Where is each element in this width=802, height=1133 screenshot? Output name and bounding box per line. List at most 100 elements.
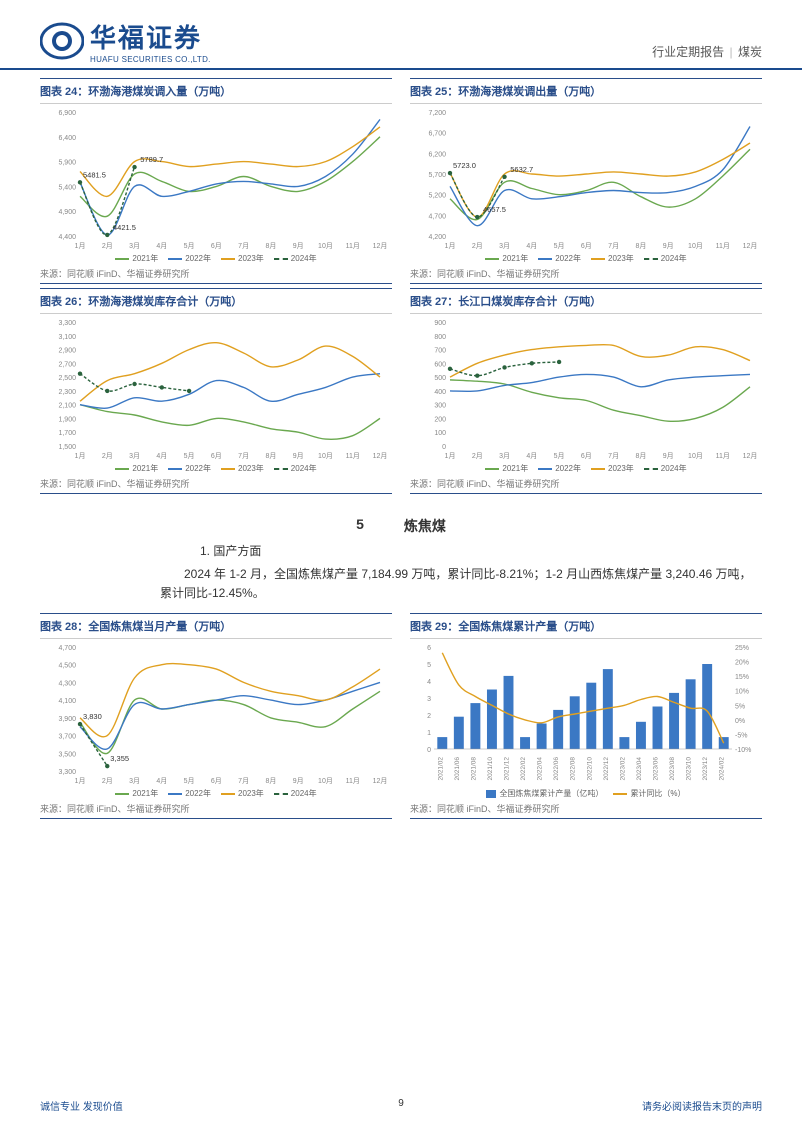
svg-text:1月: 1月	[445, 452, 456, 460]
svg-text:12月: 12月	[373, 452, 388, 460]
svg-text:1,900: 1,900	[58, 416, 76, 423]
svg-text:600: 600	[434, 361, 446, 368]
svg-text:6月: 6月	[211, 242, 222, 250]
svg-text:10月: 10月	[318, 777, 333, 785]
svg-text:6,400: 6,400	[58, 135, 76, 142]
svg-text:8月: 8月	[265, 777, 276, 785]
page-footer: 诚信专业 发现价值 9 请务必阅读报告末页的声明	[40, 1098, 762, 1113]
chart-25-title: 图表 25：环渤海港煤炭调出量（万吨）	[410, 78, 762, 104]
footer-left: 诚信专业 发现价值	[40, 1098, 123, 1113]
svg-text:11月: 11月	[346, 777, 360, 785]
svg-text:7月: 7月	[238, 452, 249, 460]
chart-26-svg: 1,5001,7001,9002,1002,3002,5002,7002,900…	[40, 314, 392, 464]
svg-text:5,400: 5,400	[58, 184, 76, 191]
svg-text:6月: 6月	[581, 452, 592, 460]
chart-29: 图表 29：全国炼焦煤累计产量（万吨） 0123456-10%-5%0%5%10…	[410, 613, 762, 819]
svg-text:2,700: 2,700	[58, 361, 76, 368]
svg-text:4,700: 4,700	[58, 645, 76, 652]
svg-text:2023/08: 2023/08	[669, 757, 676, 781]
chart-28-title: 图表 28：全国炼焦煤当月产量（万吨）	[40, 613, 392, 639]
svg-text:5月: 5月	[554, 452, 565, 460]
svg-text:11月: 11月	[716, 242, 730, 250]
svg-text:2024/02: 2024/02	[719, 757, 726, 781]
svg-text:4,500: 4,500	[58, 663, 76, 670]
svg-text:6月: 6月	[581, 242, 592, 250]
svg-text:5,900: 5,900	[58, 160, 76, 167]
chart-29-source: 来源：同花顺 iFinD、华福证券研究所	[410, 799, 762, 819]
svg-text:800: 800	[434, 334, 446, 341]
svg-text:3,355: 3,355	[110, 755, 129, 764]
svg-text:0: 0	[427, 747, 431, 754]
svg-text:11月: 11月	[716, 452, 730, 460]
chart-26-source: 来源：同花顺 iFinD、华福证券研究所	[40, 474, 392, 494]
report-type: 行业定期报告	[652, 45, 724, 59]
chart-29-svg: 0123456-10%-5%0%5%10%15%20%25%2021/02202…	[410, 639, 762, 789]
svg-text:5,200: 5,200	[428, 193, 446, 200]
svg-text:7月: 7月	[238, 242, 249, 250]
svg-text:10月: 10月	[318, 452, 333, 460]
chart-24-svg: 4,4004,9005,4005,9006,4006,9001月2月3月4月5月…	[40, 104, 392, 254]
svg-text:4月: 4月	[156, 242, 167, 250]
svg-text:2021/08: 2021/08	[470, 757, 477, 781]
svg-text:5,700: 5,700	[428, 172, 446, 179]
chart-27-svg: 01002003004005006007008009001月2月3月4月5月6月…	[410, 314, 762, 464]
svg-text:2,900: 2,900	[58, 348, 76, 355]
chart-25: 图表 25：环渤海港煤炭调出量（万吨） 4,2004,7005,2005,700…	[410, 78, 762, 284]
svg-text:11月: 11月	[346, 452, 360, 460]
chart-24-title: 图表 24：环渤海港煤炭调入量（万吨）	[40, 78, 392, 104]
svg-text:1月: 1月	[445, 242, 456, 250]
svg-text:3月: 3月	[129, 452, 140, 460]
svg-text:2023/02: 2023/02	[619, 757, 626, 781]
svg-text:700: 700	[434, 348, 446, 355]
company-name-cn: 华福证券	[90, 18, 211, 55]
svg-text:3,500: 3,500	[58, 752, 76, 759]
svg-text:1,500: 1,500	[58, 444, 76, 451]
chart-24-legend: 2021年2022年2023年2024年	[40, 253, 392, 264]
svg-text:20%: 20%	[735, 660, 749, 667]
svg-text:2月: 2月	[472, 242, 483, 250]
svg-text:11月: 11月	[346, 242, 360, 250]
svg-text:4,100: 4,100	[58, 699, 76, 706]
svg-text:6: 6	[427, 645, 431, 652]
company-name-en: HUAFU SECURITIES CO.,LTD.	[90, 55, 211, 64]
svg-text:25%: 25%	[735, 645, 749, 652]
svg-text:2023/04: 2023/04	[636, 757, 643, 781]
chart-25-svg: 4,2004,7005,2005,7006,2006,7007,2001月2月3…	[410, 104, 762, 254]
svg-text:2月: 2月	[102, 777, 113, 785]
svg-text:7月: 7月	[608, 452, 619, 460]
section-5-heading: 5 炼焦煤	[40, 516, 762, 536]
svg-text:2023/12: 2023/12	[702, 757, 709, 781]
svg-text:3,700: 3,700	[58, 734, 76, 741]
svg-text:9月: 9月	[663, 452, 674, 460]
page-number: 9	[398, 1098, 404, 1109]
svg-text:10%: 10%	[735, 689, 749, 696]
sector-label: 煤炭	[738, 45, 762, 59]
svg-text:500: 500	[434, 375, 446, 382]
section-number: 5	[356, 516, 364, 536]
svg-text:3月: 3月	[129, 242, 140, 250]
svg-text:3月: 3月	[499, 452, 510, 460]
chart-28-legend: 2021年2022年2023年2024年	[40, 788, 392, 799]
svg-text:2022/10: 2022/10	[586, 757, 593, 781]
svg-text:1月: 1月	[75, 452, 86, 460]
svg-text:8月: 8月	[265, 242, 276, 250]
svg-text:2022/08: 2022/08	[570, 757, 577, 781]
svg-text:2月: 2月	[472, 452, 483, 460]
svg-text:-10%: -10%	[735, 747, 751, 754]
svg-text:3,300: 3,300	[58, 769, 76, 776]
footer-right: 请务必阅读报告末页的声明	[642, 1098, 762, 1113]
svg-text:5632.7: 5632.7	[510, 165, 533, 174]
svg-text:900: 900	[434, 320, 446, 327]
svg-text:4,300: 4,300	[58, 681, 76, 688]
svg-text:0%: 0%	[735, 718, 745, 725]
svg-text:4月: 4月	[156, 777, 167, 785]
chart-25-source: 来源：同花顺 iFinD、华福证券研究所	[410, 264, 762, 284]
section-title: 炼焦煤	[404, 516, 446, 536]
svg-text:3,300: 3,300	[58, 320, 76, 327]
svg-text:2021/10: 2021/10	[487, 757, 494, 781]
svg-text:1,700: 1,700	[58, 430, 76, 437]
svg-text:2月: 2月	[102, 242, 113, 250]
company-logo: 华福证券 HUAFU SECURITIES CO.,LTD.	[40, 18, 211, 64]
body-paragraph: 2024 年 1-2 月，全国炼焦煤产量 7,184.99 万吨，累计同比-8.…	[160, 565, 762, 603]
chart-27-source: 来源：同花顺 iFinD、华福证券研究所	[410, 474, 762, 494]
